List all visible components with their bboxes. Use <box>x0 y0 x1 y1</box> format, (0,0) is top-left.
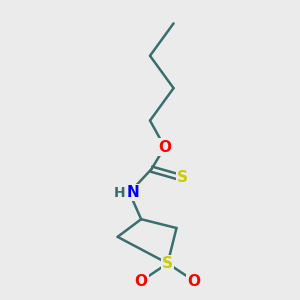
Text: O: O <box>158 140 171 154</box>
Text: S: S <box>177 170 188 185</box>
Text: H: H <box>114 186 126 200</box>
Text: S: S <box>162 256 173 271</box>
Text: O: O <box>188 274 201 289</box>
Text: N: N <box>127 185 139 200</box>
Text: O: O <box>135 274 148 289</box>
